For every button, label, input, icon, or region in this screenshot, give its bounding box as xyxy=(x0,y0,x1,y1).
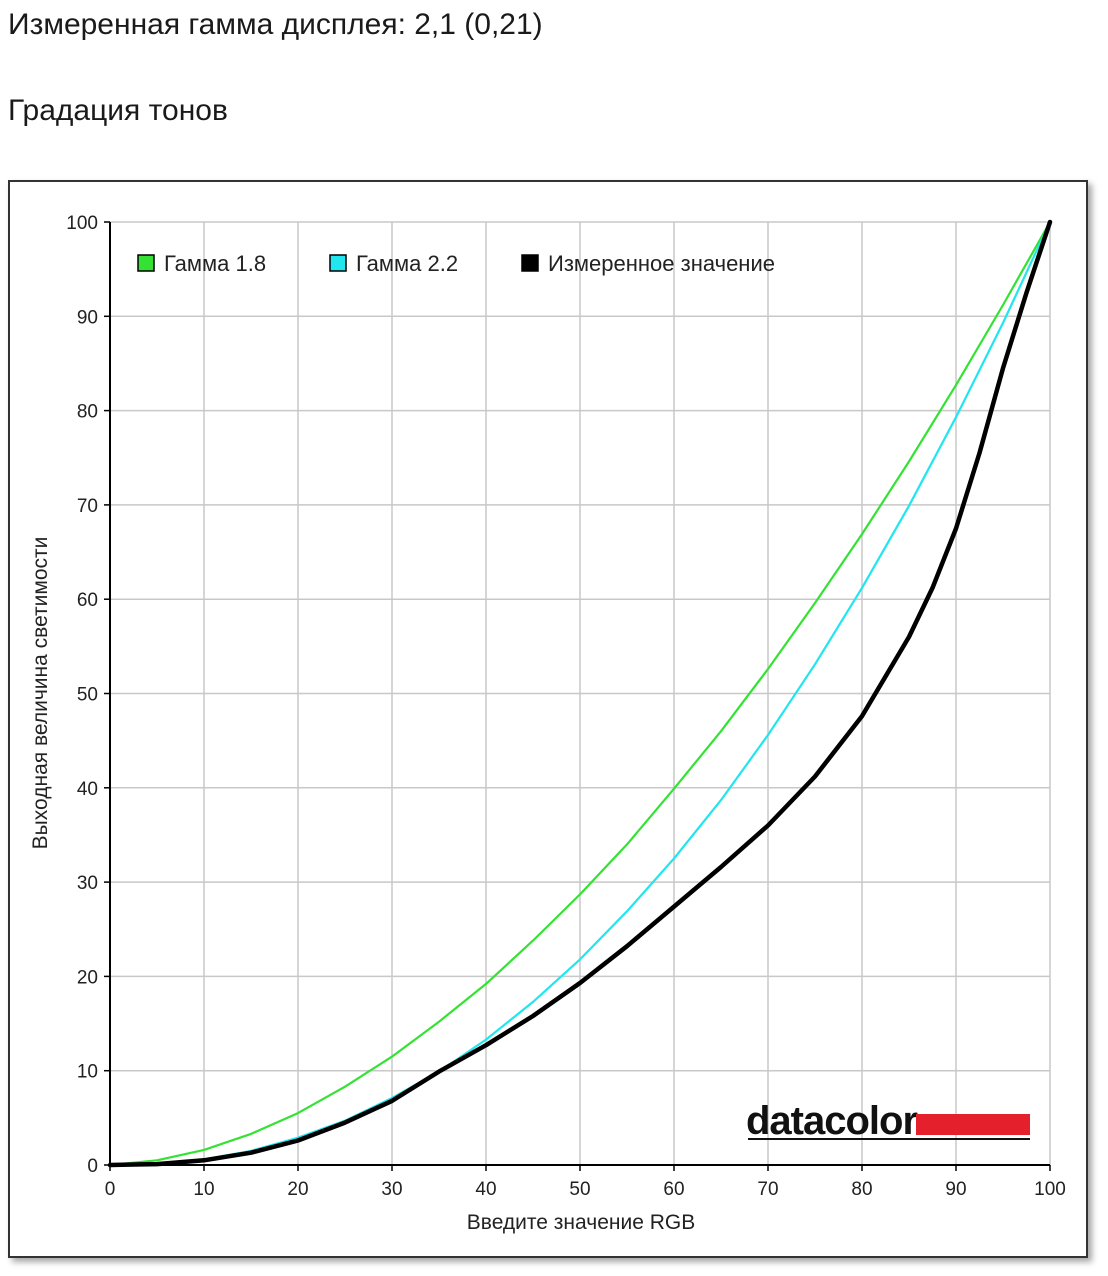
section-title: Градация тонов xyxy=(8,94,228,127)
y-tick-label: 20 xyxy=(77,967,98,988)
legend-label-measured: Измеренное значение xyxy=(548,251,775,276)
y-tick-label: 60 xyxy=(77,590,98,611)
tone-response-chart: 0 10 20 30 40 50 60 70 80 90 100 0 10 20 30 40 50 60 70 80… xyxy=(29,213,1066,1234)
logo-accent-bar xyxy=(916,1114,1030,1135)
x-tick-label: 100 xyxy=(1034,1179,1066,1200)
x-tick-label: 20 xyxy=(287,1179,308,1200)
series-line-gamma-1-8 xyxy=(108,220,1052,1167)
y-axis-label: Выходная величина светимости xyxy=(29,537,52,850)
datacolor-logo: datacolor xyxy=(746,1099,1030,1143)
x-tick-label: 90 xyxy=(945,1179,966,1200)
legend-swatch-measured xyxy=(521,254,539,272)
series-lines xyxy=(107,219,1053,1168)
x-tick-label: 70 xyxy=(757,1179,778,1200)
x-tick-label: 10 xyxy=(193,1179,214,1200)
legend-swatch-gamma-1-8 xyxy=(137,254,155,272)
y-tick-label: 80 xyxy=(77,402,98,423)
y-tick-label: 90 xyxy=(77,307,98,328)
y-tick-label: 100 xyxy=(66,213,98,234)
x-tick-label: 40 xyxy=(475,1179,496,1200)
legend-item-measured[interactable]: Измеренное значение xyxy=(521,251,775,276)
x-tick-labels: 0 10 20 30 40 50 60 70 80 90 100 xyxy=(105,1165,1066,1200)
legend-label-gamma-2-2: Гамма 2.2 xyxy=(356,251,458,276)
y-tick-labels: 0 10 20 30 40 50 60 70 80 90 100 xyxy=(66,213,110,1177)
grid-lines xyxy=(110,221,1051,1165)
y-tick-label: 30 xyxy=(77,873,98,894)
legend-item-gamma-2-2[interactable]: Гамма 2.2 xyxy=(329,251,458,276)
series-line-measured xyxy=(107,219,1053,1168)
x-axis-label: Введите значение RGB xyxy=(467,1211,695,1234)
legend-swatch-gamma-2-2 xyxy=(329,254,347,272)
logo-text: datacolor xyxy=(746,1099,917,1143)
legend-label-gamma-1-8: Гамма 1.8 xyxy=(164,251,266,276)
x-tick-label: 80 xyxy=(851,1179,872,1200)
y-tick-label: 70 xyxy=(77,496,98,517)
legend-item-gamma-1-8[interactable]: Гамма 1.8 xyxy=(137,251,266,276)
measured-gamma-title: Измеренная гамма дисплея: 2,1 (0,21) xyxy=(8,8,543,41)
y-tick-label: 0 xyxy=(87,1156,98,1177)
x-tick-label: 60 xyxy=(663,1179,684,1200)
x-tick-label: 50 xyxy=(569,1179,590,1200)
chart-container: 0 10 20 30 40 50 60 70 80 90 100 0 10 20 30 40 50 60 70 80… xyxy=(8,180,1088,1258)
y-tick-label: 10 xyxy=(77,1062,98,1083)
x-tick-label: 30 xyxy=(381,1179,402,1200)
x-tick-label: 0 xyxy=(105,1179,116,1200)
legend: Гамма 1.8 Гамма 2.2 Измеренное значение xyxy=(137,251,775,276)
y-tick-label: 40 xyxy=(77,779,98,800)
y-tick-label: 50 xyxy=(77,685,98,706)
